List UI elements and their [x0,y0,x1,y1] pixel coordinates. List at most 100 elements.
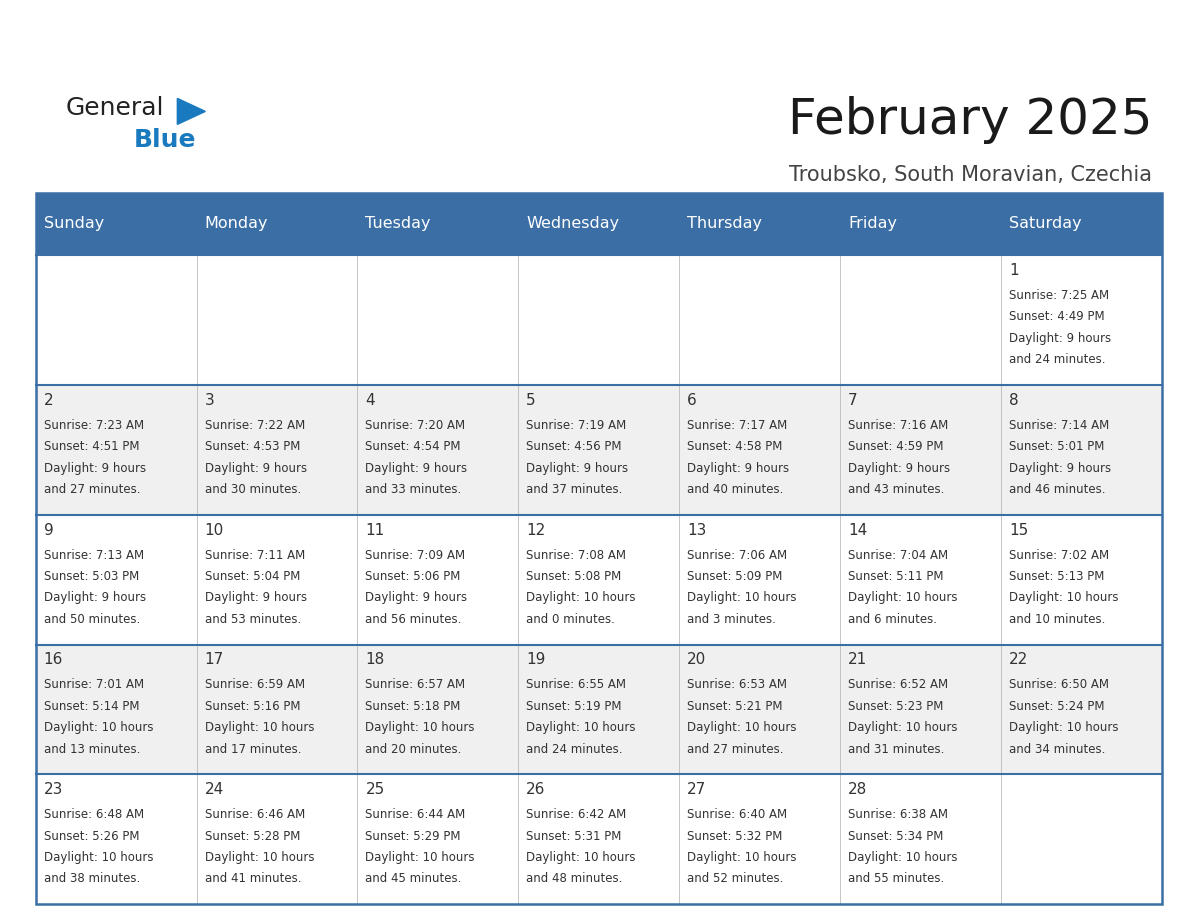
Text: Sunset: 5:34 PM: Sunset: 5:34 PM [848,830,943,843]
Text: and 37 minutes.: and 37 minutes. [526,483,623,496]
Text: and 41 minutes.: and 41 minutes. [204,872,301,886]
Text: Daylight: 9 hours: Daylight: 9 hours [44,462,146,475]
Text: 9: 9 [44,522,53,538]
Text: and 24 minutes.: and 24 minutes. [526,743,623,756]
Text: 14: 14 [848,522,867,538]
Text: and 3 minutes.: and 3 minutes. [687,613,776,626]
Text: Sunset: 5:13 PM: Sunset: 5:13 PM [1009,570,1105,583]
Text: and 38 minutes.: and 38 minutes. [44,872,140,886]
Text: and 50 minutes.: and 50 minutes. [44,613,140,626]
Text: and 20 minutes.: and 20 minutes. [366,743,462,756]
Text: Sunday: Sunday [44,217,103,231]
Bar [36,193,1162,255]
Text: Daylight: 10 hours: Daylight: 10 hours [848,722,958,734]
Text: Daylight: 10 hours: Daylight: 10 hours [204,851,314,864]
Text: Sunrise: 6:52 AM: Sunrise: 6:52 AM [848,678,948,691]
Text: 13: 13 [687,522,707,538]
Text: Sunset: 5:29 PM: Sunset: 5:29 PM [366,830,461,843]
Text: Sunset: 5:32 PM: Sunset: 5:32 PM [687,830,783,843]
Text: Sunset: 4:56 PM: Sunset: 4:56 PM [526,440,621,453]
Text: 4: 4 [366,393,375,408]
Bar [36,193,1162,904]
Text: Sunset: 5:24 PM: Sunset: 5:24 PM [1009,700,1105,712]
Text: 7: 7 [848,393,858,408]
Text: 26: 26 [526,782,545,797]
Text: and 46 minutes.: and 46 minutes. [1009,483,1106,496]
Text: and 33 minutes.: and 33 minutes. [366,483,462,496]
Text: Sunset: 4:54 PM: Sunset: 4:54 PM [366,440,461,453]
Bar [36,385,1162,515]
Text: Daylight: 9 hours: Daylight: 9 hours [44,591,146,604]
Text: Sunset: 5:26 PM: Sunset: 5:26 PM [44,830,139,843]
Text: Daylight: 10 hours: Daylight: 10 hours [366,722,475,734]
Text: Daylight: 10 hours: Daylight: 10 hours [1009,591,1119,604]
Text: 21: 21 [848,653,867,667]
Text: 2: 2 [44,393,53,408]
Text: Daylight: 10 hours: Daylight: 10 hours [687,591,797,604]
Text: Saturday: Saturday [1009,217,1081,231]
Text: Sunrise: 6:44 AM: Sunrise: 6:44 AM [366,808,466,822]
Text: Sunset: 5:23 PM: Sunset: 5:23 PM [848,700,943,712]
Text: Sunrise: 7:14 AM: Sunrise: 7:14 AM [1009,419,1110,431]
Text: Sunset: 5:28 PM: Sunset: 5:28 PM [204,830,299,843]
Text: Daylight: 10 hours: Daylight: 10 hours [848,851,958,864]
Text: 8: 8 [1009,393,1018,408]
Text: Daylight: 9 hours: Daylight: 9 hours [1009,462,1111,475]
Text: and 13 minutes.: and 13 minutes. [44,743,140,756]
Text: Sunrise: 7:11 AM: Sunrise: 7:11 AM [204,549,305,562]
Text: Daylight: 10 hours: Daylight: 10 hours [1009,722,1119,734]
Text: Friday: Friday [848,217,897,231]
Text: Daylight: 9 hours: Daylight: 9 hours [204,462,307,475]
Text: Sunset: 4:59 PM: Sunset: 4:59 PM [848,440,943,453]
Text: Daylight: 10 hours: Daylight: 10 hours [44,851,153,864]
Text: and 6 minutes.: and 6 minutes. [848,613,937,626]
Text: Daylight: 9 hours: Daylight: 9 hours [366,591,468,604]
Bar [36,515,1162,644]
Text: Sunset: 5:06 PM: Sunset: 5:06 PM [366,570,461,583]
Text: Sunset: 5:16 PM: Sunset: 5:16 PM [204,700,301,712]
Text: Daylight: 10 hours: Daylight: 10 hours [526,722,636,734]
Text: Sunset: 5:04 PM: Sunset: 5:04 PM [204,570,299,583]
Text: and 53 minutes.: and 53 minutes. [204,613,301,626]
Text: Sunset: 5:03 PM: Sunset: 5:03 PM [44,570,139,583]
Text: Daylight: 9 hours: Daylight: 9 hours [366,462,468,475]
Text: 25: 25 [366,782,385,797]
Text: 3: 3 [204,393,214,408]
Text: Blue: Blue [133,129,196,152]
Text: Daylight: 10 hours: Daylight: 10 hours [366,851,475,864]
Text: Daylight: 10 hours: Daylight: 10 hours [526,591,636,604]
Text: Sunset: 5:18 PM: Sunset: 5:18 PM [366,700,461,712]
Text: Sunrise: 7:02 AM: Sunrise: 7:02 AM [1009,549,1110,562]
Text: Daylight: 9 hours: Daylight: 9 hours [848,462,950,475]
Text: Daylight: 9 hours: Daylight: 9 hours [1009,331,1111,345]
Text: Sunrise: 7:13 AM: Sunrise: 7:13 AM [44,549,144,562]
Text: Sunrise: 7:09 AM: Sunrise: 7:09 AM [366,549,466,562]
Text: 27: 27 [687,782,707,797]
Text: 15: 15 [1009,522,1029,538]
Text: and 34 minutes.: and 34 minutes. [1009,743,1105,756]
Text: Daylight: 10 hours: Daylight: 10 hours [687,722,797,734]
Text: 5: 5 [526,393,536,408]
Text: and 40 minutes.: and 40 minutes. [687,483,784,496]
Text: and 17 minutes.: and 17 minutes. [204,743,301,756]
Text: Sunrise: 7:20 AM: Sunrise: 7:20 AM [366,419,466,431]
Text: Tuesday: Tuesday [366,217,431,231]
Text: Daylight: 10 hours: Daylight: 10 hours [687,851,797,864]
Text: Sunrise: 7:25 AM: Sunrise: 7:25 AM [1009,289,1110,302]
Text: Sunrise: 7:19 AM: Sunrise: 7:19 AM [526,419,626,431]
Text: 16: 16 [44,653,63,667]
Text: 22: 22 [1009,653,1029,667]
Bar [36,775,1162,904]
Text: Sunrise: 6:50 AM: Sunrise: 6:50 AM [1009,678,1110,691]
Text: Thursday: Thursday [687,217,763,231]
Bar [36,644,1162,775]
Text: 6: 6 [687,393,697,408]
Text: Sunset: 5:31 PM: Sunset: 5:31 PM [526,830,621,843]
Text: Sunrise: 7:04 AM: Sunrise: 7:04 AM [848,549,948,562]
Text: Daylight: 9 hours: Daylight: 9 hours [204,591,307,604]
Text: 10: 10 [204,522,223,538]
Text: Sunset: 5:09 PM: Sunset: 5:09 PM [687,570,783,583]
Text: and 56 minutes.: and 56 minutes. [366,613,462,626]
Text: Sunrise: 7:17 AM: Sunrise: 7:17 AM [687,419,788,431]
Text: and 27 minutes.: and 27 minutes. [44,483,140,496]
